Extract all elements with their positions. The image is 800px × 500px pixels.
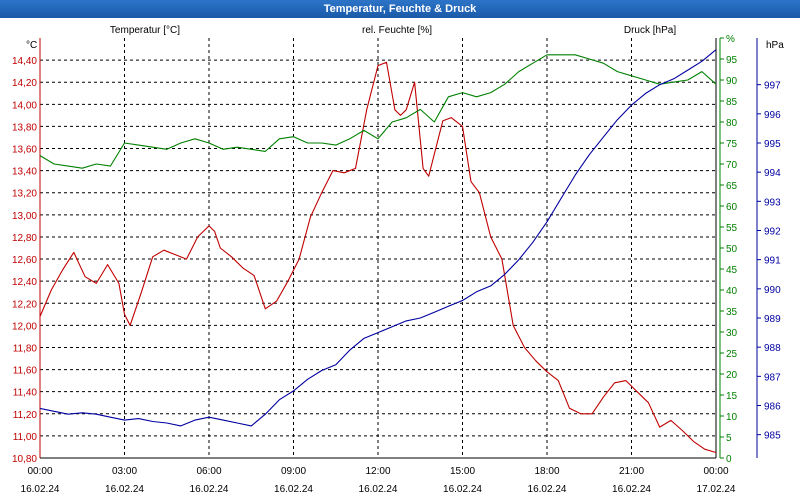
pressure-tick-label: 992 [764, 227, 781, 238]
humidity-tick-label: 70 [726, 160, 738, 171]
humidity-tick-label: 80 [726, 118, 738, 129]
humidity-tick-label: 90 [726, 76, 738, 87]
humidity-tick-label: 15 [726, 391, 738, 402]
pressure-tick-label: 989 [764, 314, 781, 325]
pressure-tick-label: 993 [764, 197, 781, 208]
humidity-tick-label: 0 [726, 454, 732, 465]
x-tick-date: 16.02.24 [105, 484, 144, 495]
temperature-tick-label: 12,40 [12, 277, 37, 288]
temperature-tick-label: 10,80 [12, 454, 37, 465]
pressure-tick-label: 991 [764, 256, 781, 267]
humidity-tick-label: 65 [726, 181, 738, 192]
humidity-tick-label: 40 [726, 286, 738, 297]
humidity-tick-label: 75 [726, 139, 738, 150]
axes: 00:00 16.02.24 03:00 16.02.24 06:00 16.02.24 0… [12, 34, 781, 495]
temperature-tick-label: 11,60 [13, 366, 38, 377]
temperature-tick-label: 12,20 [12, 299, 37, 310]
x-tick-time: 18:00 [534, 466, 559, 477]
pressure-tick-label: 990 [764, 285, 781, 296]
humidity-axis-label: rel. Feuchte [%] [362, 25, 432, 36]
x-tick-date: 16.02.24 [274, 484, 313, 495]
temperature-tick-label: 11,20 [13, 410, 38, 421]
temperature-tick-label: 13,20 [12, 189, 37, 200]
humidity-tick-label: 60 [726, 202, 738, 213]
temperature-axis-label: Temperatur [°C] [110, 25, 180, 36]
x-tick-time: 00:00 [27, 466, 52, 477]
pressure-tick-label: 986 [764, 402, 781, 413]
x-tick-date: 16.02.24 [21, 484, 60, 495]
pressure-tick-label: 985 [764, 431, 781, 442]
temperature-tick-label: 14,40 [12, 56, 37, 67]
humidity-tick-label: 50 [726, 244, 738, 255]
temperature-tick-label: 14,00 [12, 100, 37, 111]
temperature-line [39, 61, 717, 454]
x-tick-date: 16.02.24 [528, 484, 567, 495]
x-tick-date: 16.02.24 [359, 484, 398, 495]
x-tick-time: 00:00 [703, 466, 728, 477]
x-tick-time: 15:00 [450, 466, 475, 477]
humidity-tick-label: % [726, 34, 735, 45]
pressure-unit-label: hPa [766, 40, 784, 51]
temperature-unit-label: °C [26, 40, 37, 51]
humidity-tick-label: 85 [726, 97, 738, 108]
humidity-line [39, 54, 717, 169]
pressure-tick-label: 988 [764, 343, 781, 354]
temperature-tick-label: 11,00 [13, 432, 38, 443]
pressure-tick-label: 987 [764, 372, 781, 383]
pressure-tick-label: 996 [764, 110, 781, 121]
humidity-tick-label: 45 [726, 265, 738, 276]
x-tick-time: 06:00 [196, 466, 221, 477]
x-tick-date: 16.02.24 [190, 484, 229, 495]
x-tick-date: 16.02.24 [443, 484, 482, 495]
temperature-tick-label: 13,80 [12, 122, 37, 133]
pressure-tick-label: 994 [764, 168, 781, 179]
temperature-tick-label: 11,40 [13, 388, 38, 399]
humidity-tick-label: 10 [726, 412, 738, 423]
chart-canvas: 00:00 16.02.24 03:00 16.02.24 06:00 16.02.24 0… [12, 25, 784, 495]
grid [40, 38, 716, 458]
x-tick-date: 16.02.24 [612, 484, 651, 495]
temperature-tick-label: 13,40 [12, 167, 37, 178]
humidity-tick-label: 95 [726, 55, 738, 66]
humidity-tick-label: 30 [726, 328, 738, 339]
pressure-tick-label: 997 [764, 81, 781, 92]
pressure-tick-label: 995 [764, 139, 781, 150]
x-tick-date: 17.02.24 [697, 484, 736, 495]
temperature-tick-label: 13,60 [12, 145, 37, 156]
temperature-tick-label: 12,00 [12, 321, 37, 332]
pressure-axis-label: Druck [hPa] [624, 25, 676, 36]
humidity-tick-label: 35 [726, 307, 738, 318]
x-tick-time: 03:00 [112, 466, 137, 477]
humidity-tick-label: 25 [726, 349, 738, 360]
temperature-tick-label: 11,80 [13, 343, 38, 354]
humidity-tick-label: 5 [726, 433, 732, 444]
temperature-tick-label: 12,60 [12, 255, 37, 266]
pressure-line [39, 49, 717, 427]
series [39, 49, 717, 454]
temperature-tick-label: 12,80 [12, 233, 37, 244]
humidity-tick-label: 20 [726, 370, 738, 381]
temperature-tick-label: 14,20 [12, 78, 37, 89]
x-tick-time: 12:00 [365, 466, 390, 477]
chart-title: Temperatur, Feuchte & Druck [0, 0, 800, 18]
x-tick-time: 21:00 [619, 466, 644, 477]
temperature-tick-label: 13,00 [12, 211, 37, 222]
x-tick-time: 09:00 [281, 466, 306, 477]
humidity-tick-label: 55 [726, 223, 738, 234]
